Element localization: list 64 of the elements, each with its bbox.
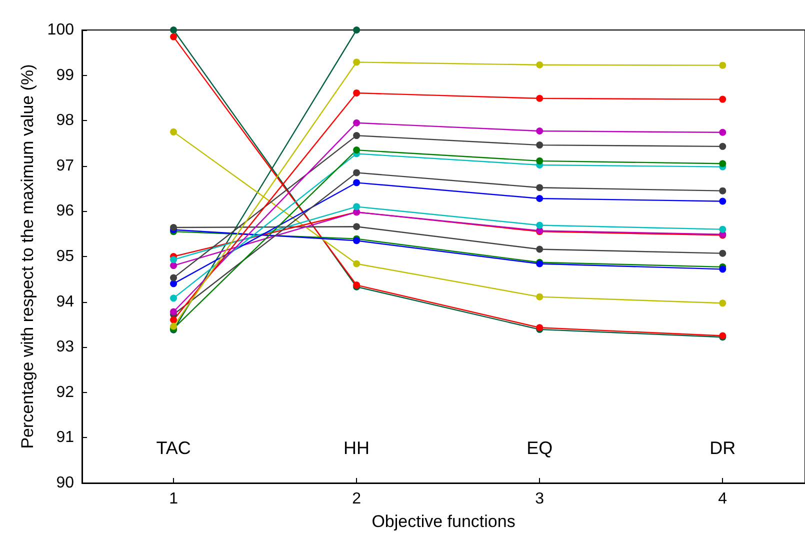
y-tick-label: 95 [56, 248, 74, 265]
point [170, 26, 178, 34]
x-tick-label: 2 [352, 490, 362, 508]
point [353, 179, 360, 186]
point [719, 128, 726, 136]
point [170, 294, 178, 302]
y-tick-label: 94 [56, 293, 74, 310]
point [536, 128, 544, 135]
annotation: TAC [156, 438, 191, 458]
point [536, 195, 544, 202]
point [719, 226, 726, 233]
point [170, 33, 178, 40]
y-tick-label: 90 [56, 474, 74, 492]
point [353, 58, 360, 66]
point [353, 169, 360, 176]
point [353, 146, 360, 154]
point [536, 293, 544, 300]
y-tick-label: 100 [47, 22, 74, 38]
annotation: HH [344, 438, 370, 458]
point [536, 246, 544, 253]
point [353, 89, 360, 96]
point [170, 128, 178, 136]
point [719, 96, 726, 103]
point [536, 94, 544, 102]
point [170, 280, 178, 288]
annotation: DR [710, 438, 736, 458]
point [536, 61, 544, 68]
point [719, 300, 726, 307]
y-tick-label: 93 [56, 338, 74, 356]
point [353, 223, 360, 230]
point [170, 262, 178, 270]
point [719, 160, 726, 168]
point [536, 184, 544, 192]
point [719, 142, 726, 150]
point [536, 222, 544, 229]
y-tick-label: 99 [56, 66, 74, 84]
point [170, 316, 178, 324]
x-tick-label: 3 [535, 490, 544, 508]
y-tick-label: 92 [56, 384, 74, 401]
point [719, 62, 726, 69]
point [353, 26, 360, 34]
point [719, 266, 726, 273]
y-axis-title: Percentage with respect to the maximum value (%) [18, 64, 37, 449]
y-tick-label: 98 [56, 112, 74, 130]
point [353, 260, 360, 268]
point [170, 274, 178, 282]
point [353, 132, 360, 140]
point [719, 187, 726, 194]
y-tick-label: 97 [56, 157, 74, 174]
point [536, 142, 544, 149]
point [719, 250, 726, 257]
x-tick-label: 1 [169, 490, 178, 508]
point [719, 198, 726, 205]
point [536, 157, 544, 164]
x-tick-label: 4 [718, 490, 728, 508]
point [353, 203, 360, 210]
x-axis-title: Objective functions [372, 512, 516, 531]
annotation: EQ [526, 438, 553, 458]
y-tick-label: 91 [56, 429, 74, 446]
point [170, 322, 178, 330]
point [170, 256, 178, 264]
point [353, 119, 360, 126]
y-tick-label: 96 [56, 202, 74, 220]
point [170, 308, 178, 316]
